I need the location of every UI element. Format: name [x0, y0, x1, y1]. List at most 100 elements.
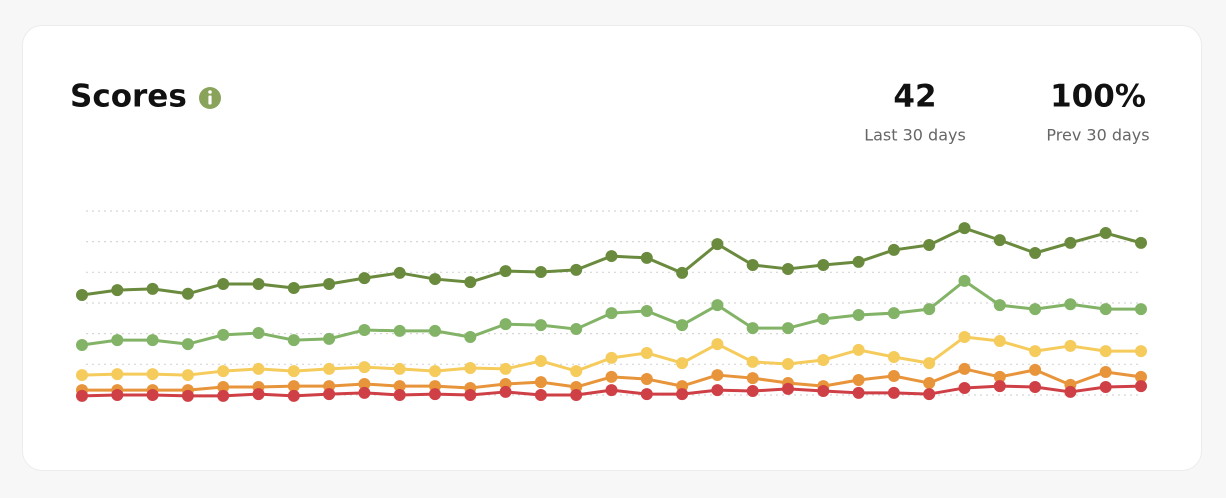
data-point [146, 334, 159, 347]
data-point [1135, 303, 1147, 316]
data-point [1135, 345, 1147, 358]
data-point [782, 358, 794, 371]
data-point [323, 362, 336, 375]
data-point [711, 338, 724, 351]
data-point [1099, 381, 1112, 394]
data-point [111, 334, 124, 347]
data-point [993, 234, 1006, 247]
data-point [570, 365, 583, 378]
data-point [393, 266, 406, 279]
data-point [923, 357, 936, 370]
data-point [887, 307, 900, 320]
data-point [217, 389, 230, 402]
data-point [146, 282, 159, 295]
data-point [534, 266, 547, 279]
data-point [817, 312, 830, 325]
stat-label: Last 30 days [864, 126, 966, 145]
data-point [111, 284, 124, 297]
data-point [217, 328, 230, 341]
data-point [1064, 298, 1077, 311]
data-point [958, 362, 971, 375]
data-point [429, 324, 441, 337]
data-point [499, 318, 512, 331]
card-title: Scores [70, 79, 187, 115]
data-point [923, 303, 936, 316]
data-point [887, 369, 900, 382]
data-point [958, 381, 971, 394]
data-point [287, 380, 300, 393]
data-point [852, 343, 865, 356]
data-point [393, 324, 406, 337]
data-point [817, 258, 830, 271]
data-point [782, 322, 794, 335]
data-point [181, 389, 194, 402]
data-point [1099, 227, 1112, 240]
data-point [323, 332, 336, 345]
data-point [711, 238, 724, 251]
data-point [1135, 236, 1147, 249]
data-point [464, 362, 477, 375]
data-point [676, 319, 689, 332]
data-point [640, 346, 653, 359]
data-point [499, 265, 512, 278]
data-point [146, 389, 159, 401]
data-point [429, 365, 441, 378]
data-point [217, 365, 230, 378]
data-point [252, 362, 265, 375]
data-point [181, 369, 194, 382]
data-point [993, 370, 1006, 383]
data-point [252, 277, 265, 290]
data-point [1064, 236, 1077, 249]
data-point [993, 335, 1006, 348]
data-point [676, 357, 689, 370]
data-point [746, 355, 759, 368]
data-point [1029, 303, 1042, 316]
data-point [746, 372, 759, 385]
data-point [429, 388, 441, 401]
data-point [1099, 365, 1112, 378]
data-point [76, 339, 88, 352]
info-icon[interactable] [199, 87, 221, 109]
data-point [640, 373, 653, 386]
data-point [1099, 303, 1112, 316]
data-point [605, 307, 618, 320]
data-point [887, 243, 900, 256]
data-point [958, 222, 971, 235]
data-point [605, 370, 618, 383]
data-point [640, 388, 653, 401]
data-point [746, 322, 759, 335]
data-point [958, 274, 971, 287]
data-point [217, 277, 230, 290]
data-point [287, 281, 300, 294]
data-point [146, 368, 159, 381]
data-point [393, 389, 406, 401]
data-point [181, 287, 194, 300]
data-point [1064, 339, 1077, 352]
stat-value: 100% [1050, 79, 1146, 115]
data-point [923, 239, 936, 252]
data-point [429, 273, 441, 286]
data-point [817, 354, 830, 367]
data-point [111, 368, 124, 381]
data-point [746, 258, 759, 271]
data-point [534, 319, 547, 332]
data-point [887, 350, 900, 363]
data-point [711, 299, 724, 312]
data-point [1029, 381, 1042, 394]
data-point [358, 361, 371, 374]
data-point [1064, 385, 1077, 398]
data-point [287, 389, 300, 402]
data-point [570, 389, 583, 401]
data-point [499, 362, 512, 375]
stat-value: 42 [893, 79, 936, 115]
data-point [323, 277, 336, 290]
data-point [993, 380, 1006, 393]
data-point [534, 354, 547, 367]
data-point [358, 272, 371, 285]
data-point [1029, 345, 1042, 358]
data-point [534, 389, 547, 401]
data-point [782, 382, 794, 395]
data-point [323, 388, 336, 401]
data-point [464, 331, 477, 344]
